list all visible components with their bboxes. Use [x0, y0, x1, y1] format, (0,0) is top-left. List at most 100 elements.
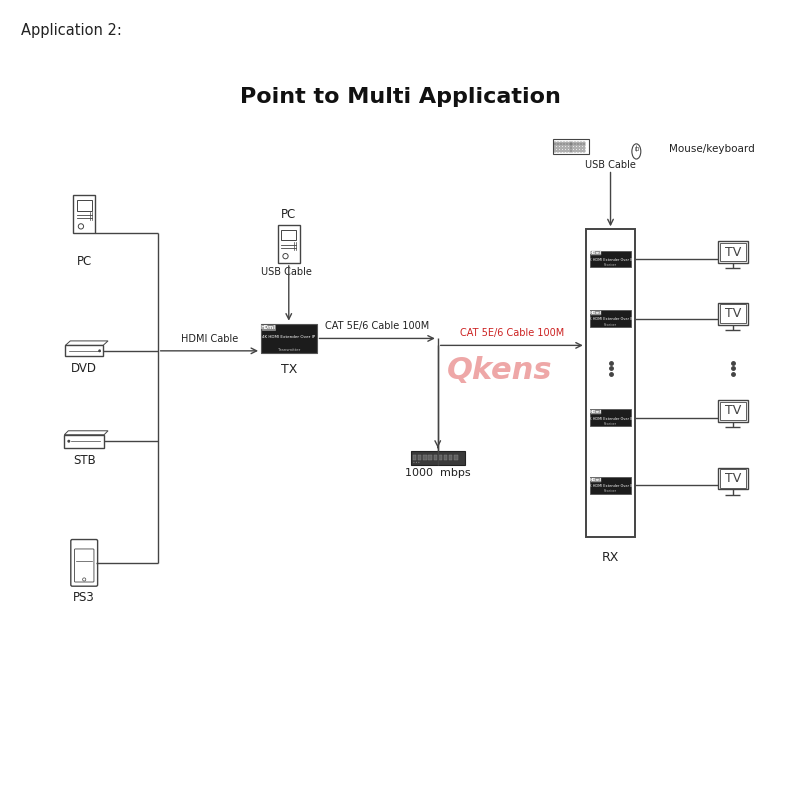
Bar	[418, 455, 422, 460]
Bar	[718, 302, 747, 325]
Bar	[560, 142, 562, 143]
Bar	[577, 142, 579, 143]
Bar	[577, 145, 579, 146]
Bar	[583, 150, 585, 152]
Bar	[590, 310, 631, 327]
Bar	[560, 145, 562, 146]
Bar	[560, 150, 562, 152]
Bar	[434, 455, 437, 460]
Text: HDmI: HDmI	[590, 251, 602, 255]
Bar	[719, 304, 746, 323]
Bar	[438, 455, 442, 460]
Text: RX: RX	[602, 551, 619, 564]
Bar	[718, 467, 747, 490]
Bar	[719, 242, 746, 262]
Bar	[281, 230, 297, 240]
Bar	[580, 142, 582, 143]
Bar	[66, 346, 103, 356]
Bar	[554, 145, 556, 146]
Bar	[569, 142, 570, 143]
Circle shape	[416, 462, 417, 463]
Bar	[574, 145, 576, 146]
Bar	[719, 469, 746, 488]
Bar	[262, 325, 275, 330]
Bar	[583, 142, 585, 143]
Text: 4K HDMI Extender Over IP: 4K HDMI Extender Over IP	[587, 417, 634, 421]
Bar	[554, 147, 556, 149]
Bar	[554, 142, 556, 143]
Bar	[261, 323, 317, 354]
Text: HDmI: HDmI	[590, 478, 602, 482]
Text: 1000  mbps: 1000 mbps	[405, 467, 470, 478]
Bar	[454, 455, 458, 460]
Bar	[590, 311, 601, 314]
Circle shape	[418, 462, 419, 463]
Text: 4K HDMI Extender Over IP: 4K HDMI Extender Over IP	[587, 318, 634, 322]
Text: 4K HDMI Extender Over IP: 4K HDMI Extender Over IP	[587, 484, 634, 488]
Bar	[449, 455, 453, 460]
Bar	[278, 226, 300, 263]
Bar	[590, 478, 601, 482]
Bar	[580, 150, 582, 152]
Bar	[569, 147, 570, 149]
Text: Receiver: Receiver	[604, 322, 617, 326]
Text: CAT 5E/6 Cable 100M: CAT 5E/6 Cable 100M	[459, 329, 564, 338]
Bar	[423, 455, 426, 460]
Bar	[566, 147, 568, 149]
Bar	[590, 251, 601, 255]
Bar	[562, 147, 565, 149]
Bar	[590, 410, 601, 414]
Bar	[77, 200, 92, 210]
Text: TX: TX	[281, 363, 297, 376]
Text: DVD: DVD	[71, 362, 98, 375]
Text: TV: TV	[725, 472, 741, 485]
Bar	[569, 150, 570, 152]
Text: Application 2:: Application 2:	[21, 23, 122, 38]
Text: Transmitter: Transmitter	[278, 347, 300, 351]
Circle shape	[67, 440, 70, 442]
Text: Point to Multi Application: Point to Multi Application	[239, 87, 561, 107]
Bar	[562, 150, 565, 152]
Text: 4K HDMI Extender Over IP: 4K HDMI Extender Over IP	[262, 335, 315, 339]
Bar	[635, 147, 638, 150]
Bar	[590, 477, 631, 494]
Bar	[557, 142, 559, 143]
Bar	[554, 150, 556, 152]
Bar	[566, 145, 568, 146]
Text: Receiver: Receiver	[604, 490, 617, 494]
Bar	[411, 450, 465, 465]
Circle shape	[98, 350, 101, 352]
Bar	[718, 241, 747, 263]
Bar	[74, 195, 95, 233]
Text: TV: TV	[725, 307, 741, 320]
Bar	[566, 142, 568, 143]
Text: HDmI: HDmI	[590, 311, 602, 315]
Bar	[553, 139, 589, 154]
Bar	[571, 150, 574, 152]
Text: Qkens: Qkens	[446, 356, 552, 385]
Bar	[562, 145, 565, 146]
Bar	[64, 434, 104, 448]
Bar	[571, 147, 574, 149]
Bar	[574, 150, 576, 152]
Bar	[444, 455, 447, 460]
Bar	[590, 410, 631, 426]
Bar	[413, 455, 416, 460]
Bar	[429, 455, 432, 460]
Bar	[577, 150, 579, 152]
Bar	[719, 402, 746, 420]
Bar	[557, 147, 559, 149]
Bar	[580, 145, 582, 146]
Text: PC: PC	[77, 255, 92, 268]
Text: 4K HDMI Extender Over IP: 4K HDMI Extender Over IP	[587, 258, 634, 262]
Text: HDmI: HDmI	[590, 410, 602, 414]
Text: PS3: PS3	[74, 590, 95, 604]
Text: Receiver: Receiver	[604, 263, 617, 267]
Bar	[583, 145, 585, 146]
Text: HDmI: HDmI	[261, 325, 276, 330]
Bar	[571, 145, 574, 146]
Bar	[574, 147, 576, 149]
Text: PC: PC	[281, 208, 297, 222]
Text: Receiver: Receiver	[604, 422, 617, 426]
Bar	[574, 142, 576, 143]
